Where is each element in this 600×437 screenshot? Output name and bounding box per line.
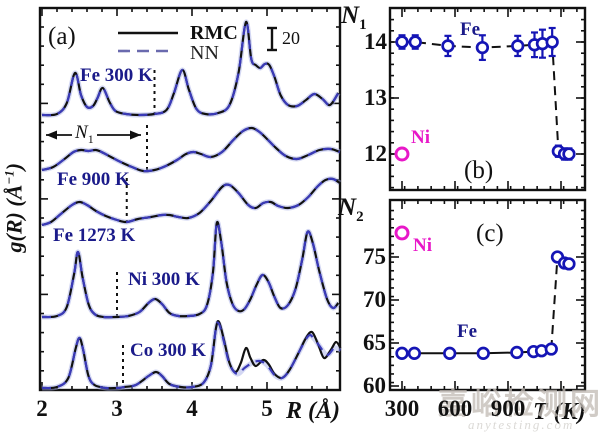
panel-c-ytick-70: 70 — [363, 287, 386, 312]
scale-bar-value: 20 — [282, 28, 300, 48]
ni-data-point — [394, 146, 410, 162]
nn-curve — [41, 177, 341, 227]
fe-data-point — [544, 342, 558, 356]
fe-data-point — [475, 40, 490, 55]
panel-c-frame — [388, 198, 587, 392]
panel-c-x-axis-label: T (K) — [533, 399, 586, 425]
nn-curve — [41, 321, 341, 390]
panel-b-y-title: N1 — [341, 2, 367, 33]
panel-a-y-axis-label: g(R) (Å−1) — [1, 162, 27, 253]
fe-data-point — [545, 35, 559, 49]
panel-c-xtick-900: 900 — [490, 396, 526, 421]
panel-b-letter: (b) — [464, 157, 494, 184]
panel-c-fe-label: Fe — [457, 321, 478, 342]
panel-c-y-title: N2 — [338, 194, 364, 225]
n1-shell-annotation: N1 — [72, 123, 97, 145]
panel-c-ytick-60: 60 — [363, 373, 386, 398]
curve-label-co300: Co 300 K — [130, 340, 206, 361]
panel-c-xtick-600: 600 — [437, 396, 473, 421]
panel-b-fe-label: Fe — [460, 19, 481, 40]
curve-label-ni300: Ni 300 K — [128, 269, 200, 290]
panel-a-xtick-3: 3 — [111, 396, 123, 421]
panel-b-ytick-13: 13 — [364, 85, 387, 110]
n1-arrow-right-head — [130, 130, 141, 140]
fe-data-point — [408, 35, 422, 49]
curve-label-fe900: Fe 900 K — [57, 169, 130, 190]
fe-data-point — [511, 39, 525, 53]
fe-data-point — [441, 39, 455, 53]
panel-a-xtick-4: 4 — [186, 396, 198, 421]
fe-data-point — [476, 346, 490, 360]
ni-data-point — [394, 225, 410, 241]
curve-label-fe1273: Fe 1273 K — [53, 225, 136, 246]
fe-data-point — [562, 257, 576, 271]
fe-data-point — [443, 346, 457, 360]
panel-b-frame — [388, 6, 587, 192]
panel-b-ytick-14: 14 — [364, 29, 387, 54]
nn-curve — [41, 220, 340, 319]
panel-c-ni-label: Ni — [413, 235, 432, 256]
panel-c-xtick-300: 300 — [384, 396, 420, 421]
panel-b-ytick-12: 12 — [364, 141, 387, 166]
legend-rmc-label: RMC — [190, 22, 238, 44]
nn-curve — [41, 20, 340, 117]
panel-a-xtick-2: 2 — [36, 396, 48, 421]
legend-nn-label: NN — [190, 42, 219, 64]
curve-label-fe300: Fe 300 K — [80, 65, 153, 86]
nn-curve — [41, 126, 341, 173]
panel-c-letter: (c) — [476, 220, 504, 247]
panel-c-ytick-65: 65 — [363, 330, 386, 355]
n1-arrow-left-head — [46, 130, 57, 140]
fe-jump-dashed — [550, 255, 570, 350]
watermark-text: 嘉峪检测网 — [438, 388, 600, 421]
fe-data-point — [395, 346, 409, 360]
fe-data-point — [395, 35, 409, 49]
panel-a-x-axis-label: R (Å) — [286, 398, 340, 424]
panel-b-ni-label: Ni — [411, 127, 430, 148]
watermark-subtext: anytesting.com — [468, 417, 575, 432]
fe-data-point — [407, 346, 422, 360]
panel-a-xtick-5: 5 — [261, 396, 273, 421]
fe-data-point — [510, 345, 524, 360]
panel-c-ytick-75: 75 — [363, 244, 386, 269]
panel-a-letter: (a) — [48, 23, 76, 50]
fe-data-point — [562, 147, 576, 161]
